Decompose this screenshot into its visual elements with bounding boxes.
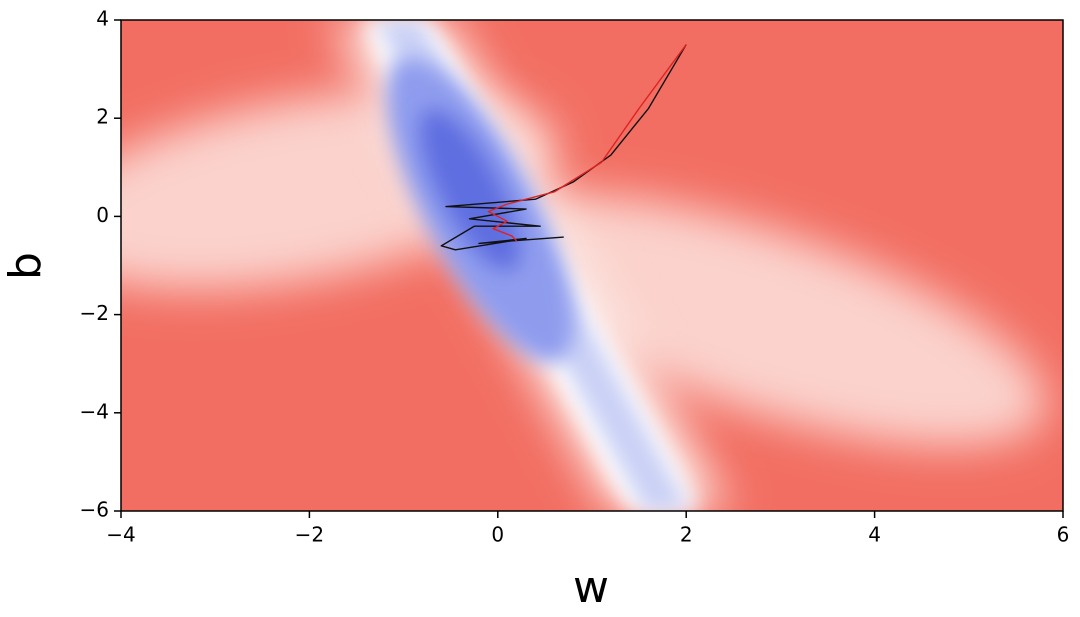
- x-tick-label: −4: [106, 523, 135, 547]
- contour-field: [121, 20, 1063, 511]
- x-tick-label: 2: [680, 523, 693, 547]
- x-tick-label: −2: [295, 523, 324, 547]
- y-axis-label: b: [0, 252, 51, 280]
- y-tick-label: −6: [80, 498, 109, 522]
- plot-frame: [120, 19, 1064, 512]
- y-tick-label: −2: [80, 301, 109, 325]
- trajectory: [487, 44, 687, 242]
- y-tick-label: 2: [96, 105, 109, 129]
- x-tick-label: 6: [1057, 523, 1070, 547]
- x-axis-label: w: [573, 562, 609, 613]
- x-tick-label: 4: [868, 523, 881, 547]
- y-tick-label: 4: [96, 7, 109, 31]
- x-tick-label: 0: [491, 523, 504, 547]
- y-tick-label: −4: [80, 399, 109, 423]
- y-tick-label: 0: [96, 203, 109, 227]
